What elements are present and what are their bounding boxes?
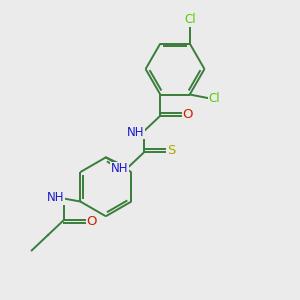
Text: Cl: Cl bbox=[209, 92, 220, 105]
Text: NH: NH bbox=[127, 126, 145, 139]
Text: Cl: Cl bbox=[184, 13, 196, 26]
Text: NH: NH bbox=[47, 191, 64, 204]
Text: O: O bbox=[87, 215, 97, 228]
Text: NH: NH bbox=[111, 162, 128, 175]
Text: O: O bbox=[183, 108, 193, 121]
Text: S: S bbox=[167, 144, 176, 157]
